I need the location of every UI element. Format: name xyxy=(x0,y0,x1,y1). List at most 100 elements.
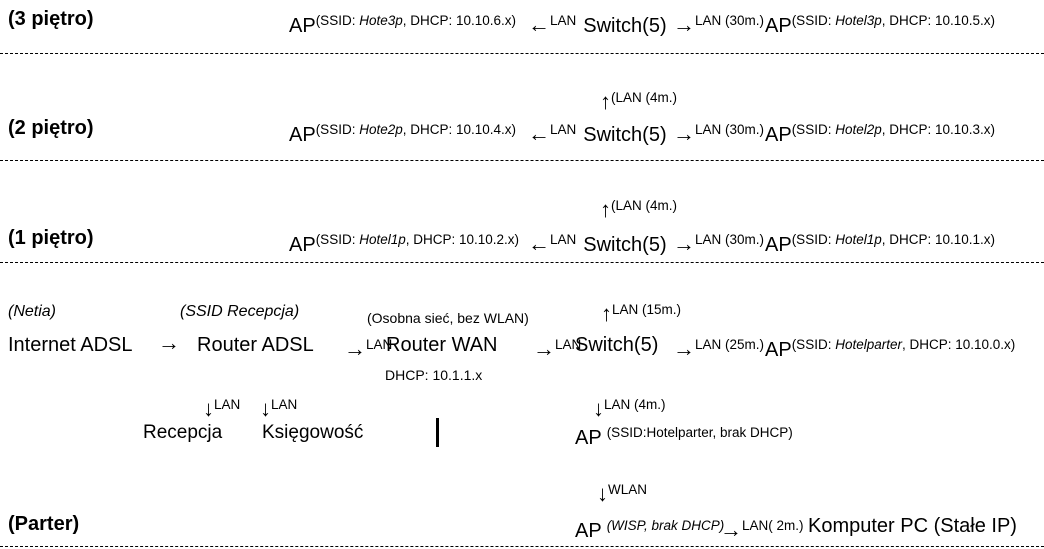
arrow-up-icon: ↑ xyxy=(601,301,612,326)
device-name: AP xyxy=(289,124,316,146)
arrow-up-icon: ↑ xyxy=(600,197,611,222)
annotation-suffix: , DHCP: 10.10.3.x) xyxy=(881,122,996,137)
ap-annotation: (WISP, brak DHCP) xyxy=(606,518,725,533)
annotation-prefix: (SSID: xyxy=(791,13,836,28)
ssid-value: Hotel1p xyxy=(835,232,882,247)
arrow-down-icon: ↓ xyxy=(597,481,608,506)
floor1-ap-right: AP(SSID: Hotel1p, DHCP: 10.10.1.x) xyxy=(765,227,995,258)
ground-label: (Parter) xyxy=(8,513,80,535)
ap-annotation: (SSID: Hote2p, DHCP: 10.10.4.x) xyxy=(316,122,516,137)
floor2-ap-right: AP(SSID: Hotel2p, DHCP: 10.10.3.x) xyxy=(765,117,995,148)
ground-ap-node: AP(SSID: Hotelparter, DHCP: 10.10.0.x) xyxy=(765,332,1015,363)
link-label: LAN (15m.) xyxy=(612,302,682,317)
arrow-right-icon: → xyxy=(673,336,695,361)
router-wan-dhcp: DHCP: 10.1.1.x xyxy=(385,367,483,383)
router-wan-node: Router WAN xyxy=(386,334,498,356)
arrow-up-icon: ↑ xyxy=(600,89,611,114)
annotation-suffix: , DHCP: 10.10.1.x) xyxy=(881,232,996,247)
device-name: AP xyxy=(575,520,602,542)
floor-divider xyxy=(0,160,1044,161)
ap-annotation: (SSID: Hotel3p, DHCP: 10.10.5.x) xyxy=(792,13,995,28)
link-label: LAN xyxy=(550,122,577,137)
annotation-suffix: , DHCP: 10.10.4.x) xyxy=(402,122,517,137)
ap-annotation: (SSID: Hote3p, DHCP: 10.10.6.x) xyxy=(316,13,516,28)
floor1-ap-left: AP(SSID: Hotel1p, DHCP: 10.10.2.x) xyxy=(289,227,519,258)
link-to-router-wan: →LAN xyxy=(344,332,392,363)
link-label: LAN( 2m.) xyxy=(742,518,804,533)
link-label: LAN xyxy=(366,337,393,352)
link-to-ksiegowosc: ↓LAN xyxy=(260,392,297,423)
link-label: LAN xyxy=(214,397,241,412)
floor3-link-right: →LAN (30m.) xyxy=(673,8,764,39)
ssid-value: Hotel1p xyxy=(359,232,406,247)
ssid-value: Hotel2p xyxy=(835,122,882,137)
link-to-recepcja: ↓LAN xyxy=(203,392,240,423)
floor1-switch-cluster: ←LAN Switch(5) xyxy=(528,227,667,258)
link-label: LAN (4m.) xyxy=(604,397,666,412)
text-cursor-bar xyxy=(436,418,439,447)
annotation-prefix: (SSID: xyxy=(315,122,360,137)
floor-divider xyxy=(0,546,1044,547)
arrow-right-icon: → xyxy=(158,330,180,355)
floor3-switch-cluster: ←LAN Switch(5) xyxy=(528,8,667,39)
floor3-label: (3 piętro) xyxy=(8,8,94,30)
floor-divider xyxy=(0,262,1044,263)
device-name: AP xyxy=(765,124,792,146)
link-label: WLAN xyxy=(608,482,648,497)
link-to-ap-parter: →LAN (25m.) xyxy=(673,332,764,363)
arrow-down-icon: ↓ xyxy=(260,396,271,421)
link-label: LAN (25m.) xyxy=(695,337,765,352)
floor1-uplink: ↑(LAN (4m.) xyxy=(600,193,677,224)
annotation-suffix: , DHCP: 10.10.2.x) xyxy=(405,232,520,247)
link-label: LAN (30m.) xyxy=(695,232,765,247)
floor3-ap-left: AP(SSID: Hote3p, DHCP: 10.10.6.x) xyxy=(289,8,516,39)
isp-label: (Netia) xyxy=(8,303,57,320)
link-to-ap2: ↓LAN (4m.) xyxy=(593,392,666,423)
ssid-value: Hotel3p xyxy=(835,13,882,28)
arrow-left-icon: ← xyxy=(528,12,550,37)
ssid-value: Hotelparter xyxy=(835,337,902,352)
annotation-prefix: (SSID: xyxy=(315,13,360,28)
ap-annotation: (SSID: Hotel1p, DHCP: 10.10.1.x) xyxy=(792,232,995,247)
router-wan-note: (Osobna sieć, bez WLAN) xyxy=(367,310,529,326)
ssid-value: Hote3p xyxy=(359,13,403,28)
annotation-suffix: , DHCP: 10.10.5.x) xyxy=(881,13,996,28)
internet-node: Internet ADSL xyxy=(8,334,133,356)
ap-annotation: (SSID: Hotel2p, DHCP: 10.10.3.x) xyxy=(792,122,995,137)
link-label: LAN (30m.) xyxy=(695,122,765,137)
device-name: Switch(5) xyxy=(583,124,667,146)
device-name: AP xyxy=(765,234,792,256)
arrow-down-icon: ↓ xyxy=(593,396,604,421)
device-name: AP xyxy=(765,15,792,37)
floor-divider xyxy=(0,53,1044,54)
annotation-prefix: (SSID: xyxy=(315,232,360,247)
ssid-value: Hote2p xyxy=(359,122,403,137)
annotation-prefix: (SSID: xyxy=(791,337,836,352)
ap-annotation: (SSID: Hotelparter, DHCP: 10.10.0.x) xyxy=(792,337,1016,352)
arrow-left-icon: ← xyxy=(528,121,550,146)
floor2-uplink: ↑(LAN (4m.) xyxy=(600,85,677,116)
arrow-down-icon: ↓ xyxy=(203,396,214,421)
router-adsl-ssid-label: (SSID Recepcja) xyxy=(180,303,300,320)
device-name: AP xyxy=(765,339,792,361)
ap-annotation: (SSID:Hotelparter, brak DHCP) xyxy=(606,425,793,440)
floor2-switch-cluster: ←LAN Switch(5) xyxy=(528,117,667,148)
ap3-node: AP (WISP, brak DHCP) xyxy=(575,513,724,544)
link-wlan: ↓WLAN xyxy=(597,477,647,508)
arrow-right-icon: → xyxy=(673,121,695,146)
floor3-ap-right: AP(SSID: Hotel3p, DHCP: 10.10.5.x) xyxy=(765,8,995,39)
komputer-pc-node: Komputer PC (Stałe IP) xyxy=(808,515,1017,537)
recepcja-node: Recepcja xyxy=(143,422,223,443)
arrow-left-icon: ← xyxy=(528,231,550,256)
annotation-suffix: , DHCP: 10.10.6.x) xyxy=(402,13,517,28)
annotation-suffix: , DHCP: 10.10.0.x) xyxy=(902,337,1016,352)
ap-annotation: (SSID: Hotel1p, DHCP: 10.10.2.x) xyxy=(316,232,519,247)
ap2-node: AP (SSID:Hotelparter, brak DHCP) xyxy=(575,420,793,451)
floor1-link-right: →LAN (30m.) xyxy=(673,227,764,258)
annotation-prefix: (SSID: xyxy=(791,232,836,247)
floor2-label: (2 piętro) xyxy=(8,117,94,139)
ksiegowosc-node: Księgowość xyxy=(262,422,364,443)
device-name: AP xyxy=(575,427,602,449)
link-to-pc: →LAN( 2m.) xyxy=(720,513,804,544)
